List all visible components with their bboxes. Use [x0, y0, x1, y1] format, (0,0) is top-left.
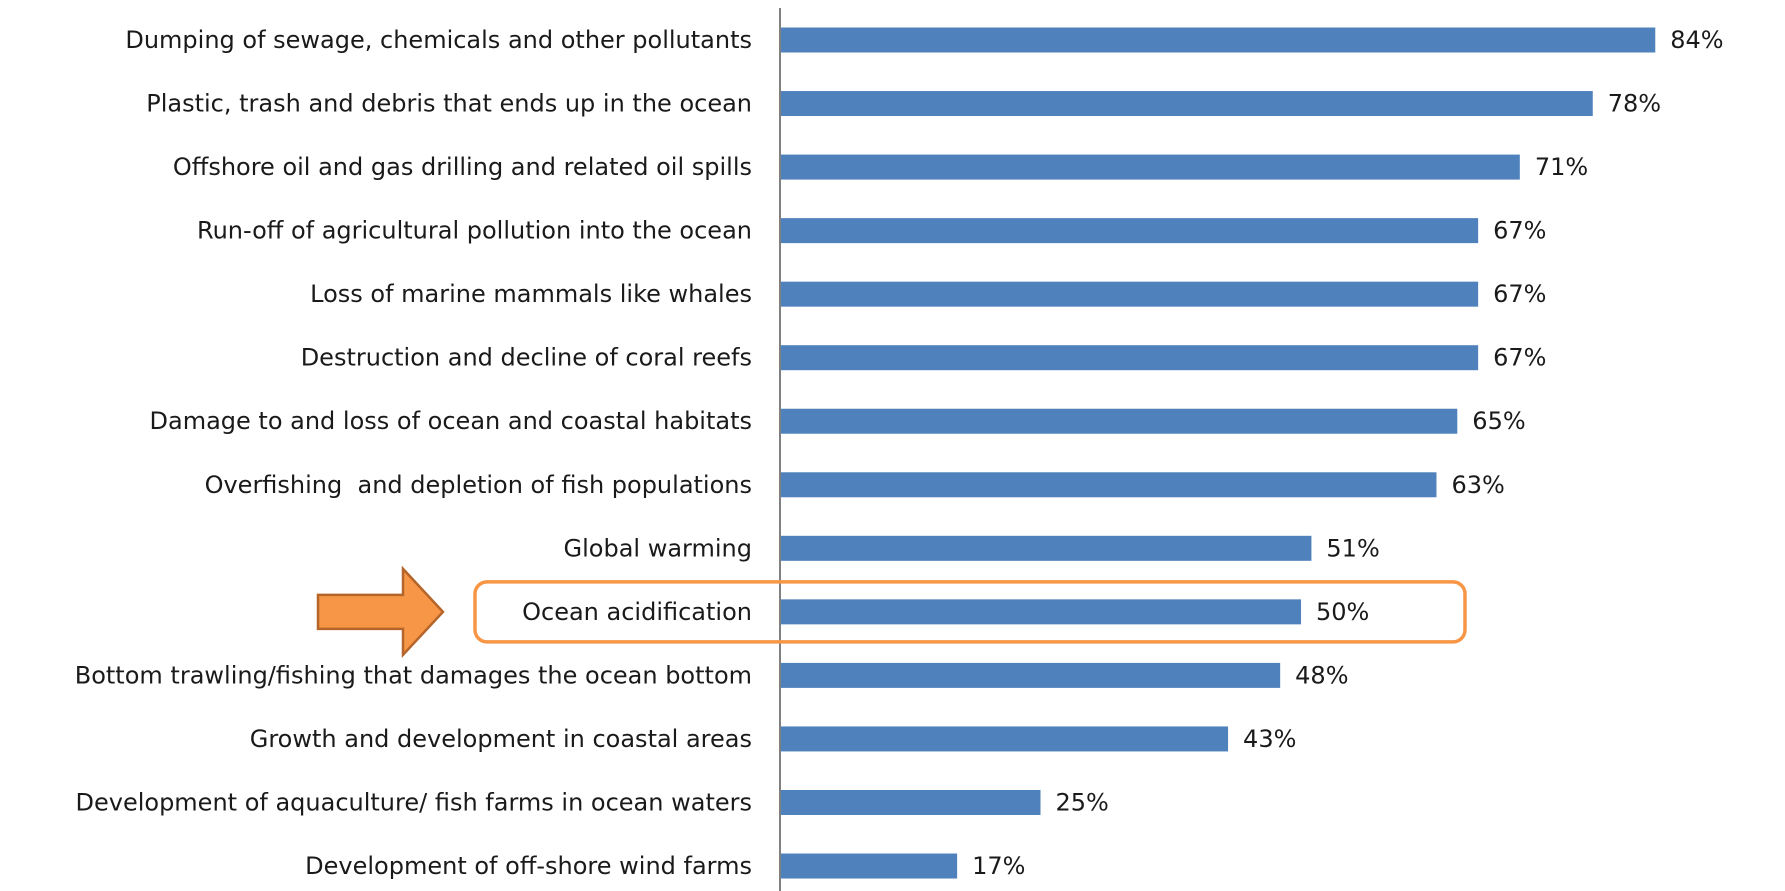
- bar-bottom-trawling-fishing-that-damages-the-ocean-bottom: [780, 662, 1281, 688]
- bar-global-warming: [780, 535, 1312, 561]
- category-label-run-off-of-agricultural-pollution-into-the-ocean: Run-off of agricultural pollution into t…: [197, 217, 752, 245]
- bar-growth-and-development-in-coastal-areas: [780, 726, 1229, 752]
- value-label-bottom-trawling-fishing-that-damages-the-ocean-bottom: 48%: [1295, 661, 1348, 689]
- category-label-growth-and-development-in-coastal-areas: Growth and development in coastal areas: [250, 725, 752, 753]
- value-label-ocean-acidification: 50%: [1316, 598, 1369, 626]
- bar-run-off-of-agricultural-pollution-into-the-ocean: [780, 218, 1479, 244]
- value-label-plastic-trash-and-debris-that-ends-up-in-the-ocean: 78%: [1608, 90, 1661, 118]
- value-label-development-of-off-shore-wind-farms: 17%: [972, 852, 1025, 880]
- category-label-development-of-off-shore-wind-farms: Development of off-shore wind farms: [305, 852, 752, 880]
- value-label-development-of-aquaculture-fish-farms-in-ocean-waters: 25%: [1056, 788, 1109, 816]
- category-label-bottom-trawling-fishing-that-damages-the-ocean-bottom: Bottom trawling/fishing that damages the…: [75, 661, 752, 689]
- bar-development-of-off-shore-wind-farms: [780, 853, 958, 879]
- bar-offshore-oil-and-gas-drilling-and-related-oil-spills: [780, 154, 1520, 180]
- category-label-ocean-acidification: Ocean acidification: [522, 598, 752, 626]
- category-label-loss-of-marine-mammals-like-whales: Loss of marine mammals like whales: [310, 280, 752, 308]
- value-label-loss-of-marine-mammals-like-whales: 67%: [1493, 280, 1546, 308]
- category-label-overfishing-and-depletion-of-fish-populations: Overfishing and depletion of fish popula…: [205, 471, 752, 499]
- highlight-box: [473, 580, 1467, 644]
- bar-ocean-acidification: [780, 599, 1301, 625]
- bars-group: [780, 27, 1656, 879]
- value-label-dumping-of-sewage-chemicals-and-other-pollutants: 84%: [1670, 26, 1723, 54]
- category-label-destruction-and-decline-of-coral-reefs: Destruction and decline of coral reefs: [301, 344, 752, 372]
- value-label-growth-and-development-in-coastal-areas: 43%: [1243, 725, 1296, 753]
- bar-loss-of-marine-mammals-like-whales: [780, 281, 1479, 307]
- bar-overfishing-and-depletion-of-fish-populations: [780, 472, 1437, 498]
- bar-plastic-trash-and-debris-that-ends-up-in-the-ocean: [780, 91, 1593, 117]
- value-labels-group: 84% 78% 71% 67% 67% 67% 65% 63% 51% 50% 48% 43% 25% 1…: [972, 26, 1723, 880]
- category-label-plastic-trash-and-debris-that-ends-up-in-the-ocean: Plastic, trash and debris that ends up i…: [146, 90, 752, 118]
- value-label-overfishing-and-depletion-of-fish-populations: 63%: [1451, 471, 1504, 499]
- value-label-run-off-of-agricultural-pollution-into-the-ocean: 67%: [1493, 217, 1546, 245]
- value-label-destruction-and-decline-of-coral-reefs: 67%: [1493, 344, 1546, 372]
- category-label-global-warming: Global warming: [564, 534, 752, 562]
- arrow-right-icon: [316, 565, 445, 659]
- value-label-global-warming: 51%: [1326, 534, 1379, 562]
- bar-dumping-of-sewage-chemicals-and-other-pollutants: [780, 27, 1656, 53]
- value-label-damage-to-and-loss-of-ocean-and-coastal-habitats: 65%: [1472, 407, 1525, 435]
- category-label-dumping-of-sewage-chemicals-and-other-pollutants: Dumping of sewage, chemicals and other p…: [125, 26, 752, 54]
- bar-damage-to-and-loss-of-ocean-and-coastal-habitats: [780, 408, 1458, 434]
- bar-destruction-and-decline-of-coral-reefs: [780, 345, 1479, 371]
- category-labels-group: Dumping of sewage, chemicals and other p…: [75, 26, 752, 880]
- bar-development-of-aquaculture-fish-farms-in-ocean-waters: [780, 789, 1041, 815]
- value-label-offshore-oil-and-gas-drilling-and-related-oil-spills: 71%: [1535, 153, 1588, 181]
- category-label-offshore-oil-and-gas-drilling-and-related-oil-spills: Offshore oil and gas drilling and relate…: [173, 153, 752, 181]
- category-label-damage-to-and-loss-of-ocean-and-coastal-habitats: Damage to and loss of ocean and coastal …: [150, 407, 752, 435]
- category-label-development-of-aquaculture-fish-farms-in-ocean-waters: Development of aquaculture/ fish farms i…: [76, 788, 753, 816]
